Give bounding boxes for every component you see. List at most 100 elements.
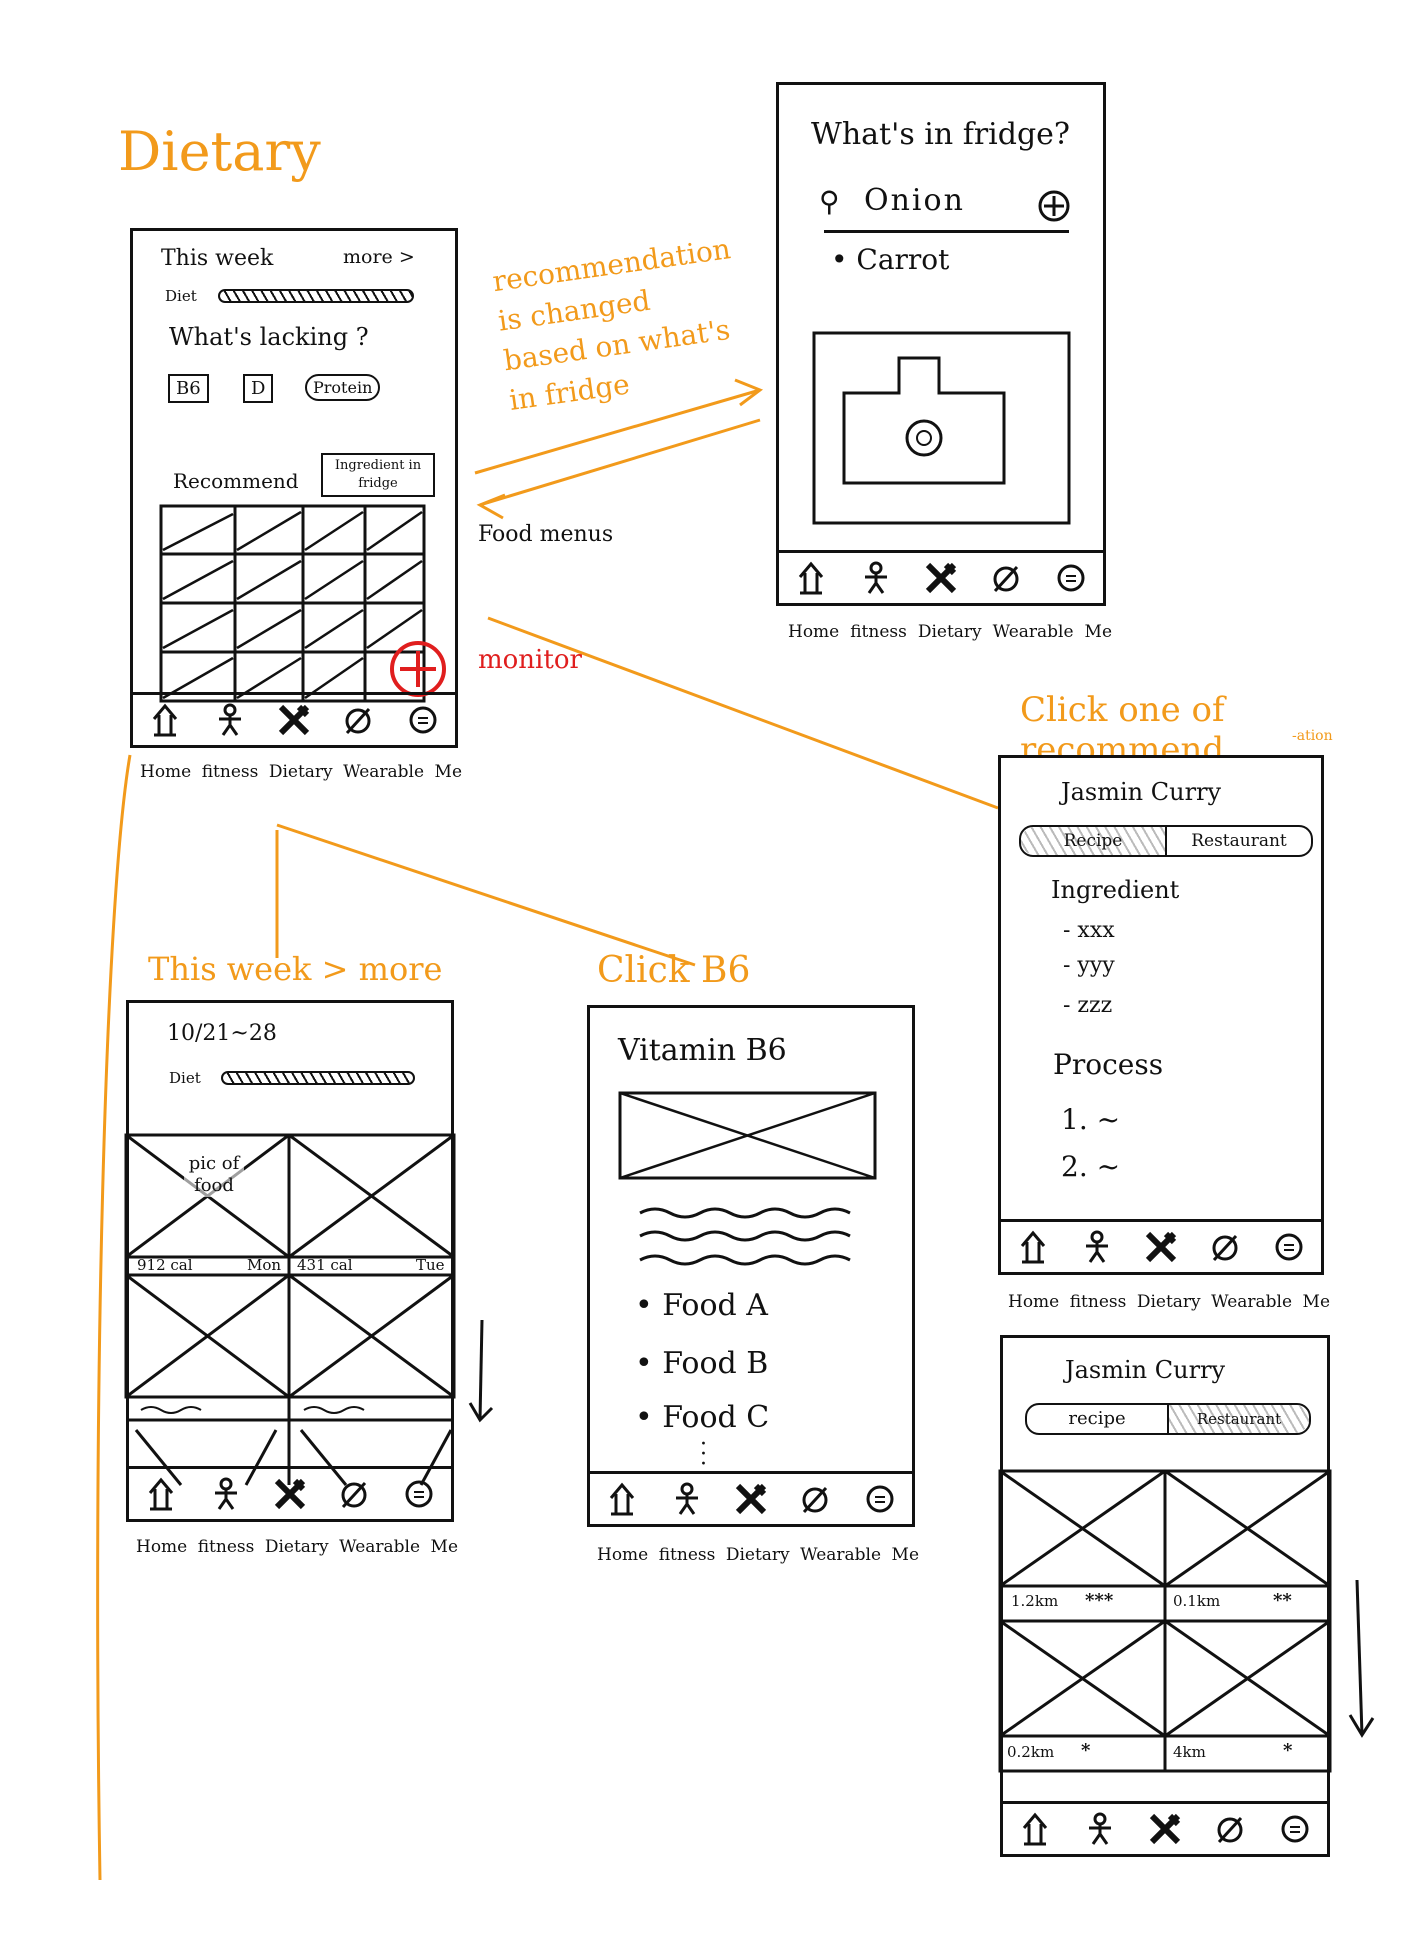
vitamin-image-placeholder xyxy=(618,1091,877,1180)
home-icon[interactable] xyxy=(1012,1227,1054,1267)
nav-labels-main: Home fitness Dietary Wearable Me xyxy=(140,762,462,782)
screen-vitamin-b6: Vitamin B6 • Food A • Food B • Food C · ·… xyxy=(587,1005,915,1527)
fridge-search-input[interactable]: Onion xyxy=(864,183,965,218)
wearable-icon[interactable] xyxy=(1204,1227,1246,1267)
dietary-icon[interactable] xyxy=(730,1479,772,1519)
home-icon[interactable] xyxy=(790,558,832,598)
wearable-icon[interactable] xyxy=(1209,1809,1251,1849)
diet-progress-bar xyxy=(218,289,414,303)
fitness-icon[interactable] xyxy=(666,1479,708,1519)
recommendation-note: recommendation is changed based on what'… xyxy=(490,232,733,417)
wearable-icon[interactable] xyxy=(794,1479,836,1519)
day2-cal: 431 cal xyxy=(297,1256,353,1274)
me-icon[interactable] xyxy=(1274,1809,1316,1849)
diet-label: Diet xyxy=(165,287,197,305)
dietary-icon[interactable] xyxy=(269,1474,311,1514)
nav-label-fitness: fitness xyxy=(201,762,259,782)
diet-progress-bar xyxy=(221,1071,415,1085)
diet-label: Diet xyxy=(169,1069,201,1087)
nutrient-protein-button[interactable]: Protein xyxy=(305,374,381,401)
food-photo-grid[interactable] xyxy=(124,1133,456,1486)
screen-recipe: Jasmin Curry Recipe Restaurant Ingredien… xyxy=(998,755,1324,1275)
restaurant-grid[interactable] xyxy=(998,1469,1332,1773)
tab-recipe[interactable]: recipe xyxy=(1068,1408,1126,1429)
nav-label-home: Home xyxy=(1008,1292,1060,1312)
tab-restaurant[interactable]: Restaurant xyxy=(1165,827,1311,855)
me-icon[interactable] xyxy=(402,700,444,740)
process-step: 2. ~ xyxy=(1061,1150,1121,1183)
home-icon[interactable] xyxy=(144,700,186,740)
tab-recipe[interactable]: Recipe xyxy=(1021,827,1165,855)
food-b-label: Food B xyxy=(662,1346,769,1381)
restaurant-tabs: recipe Restaurant xyxy=(1025,1403,1311,1435)
nutrient-b6-button[interactable]: B6 xyxy=(168,374,209,403)
me-icon[interactable] xyxy=(1050,558,1092,598)
fitness-icon[interactable] xyxy=(209,700,251,740)
nav-label-home: Home xyxy=(788,622,840,642)
fitness-icon[interactable] xyxy=(855,558,897,598)
nav-labels-fridge: Home fitness Dietary Wearable Me xyxy=(788,622,1112,642)
camera-viewfinder[interactable] xyxy=(812,331,1074,533)
fridge-item-carrot: Carrot xyxy=(856,243,950,276)
wearable-icon[interactable] xyxy=(333,1474,375,1514)
restaurant-distance: 4km xyxy=(1173,1743,1206,1761)
nav-labels-week: Home fitness Dietary Wearable Me xyxy=(136,1537,458,1557)
nav-label-home: Home xyxy=(140,762,192,782)
fitness-icon[interactable] xyxy=(205,1474,247,1514)
dietary-icon[interactable] xyxy=(1140,1227,1182,1267)
bottom-nav xyxy=(129,1466,451,1519)
me-icon[interactable] xyxy=(1268,1227,1310,1267)
food-menus-label: Food menus xyxy=(478,522,614,547)
ingredient-in-fridge-button[interactable]: Ingredient in fridge xyxy=(321,453,435,497)
food-list-item[interactable]: • Food A xyxy=(635,1288,768,1323)
bottom-nav xyxy=(133,692,455,745)
fitness-icon[interactable] xyxy=(1076,1227,1118,1267)
add-monitor-icon[interactable] xyxy=(388,639,448,699)
tab-restaurant[interactable]: Restaurant xyxy=(1167,1405,1309,1433)
home-icon[interactable] xyxy=(601,1479,643,1519)
home-icon[interactable] xyxy=(1014,1809,1056,1849)
nav-label-wearable: Wearable xyxy=(1211,1292,1293,1312)
food-list-item[interactable]: • Food C xyxy=(635,1400,770,1435)
nav-label-dietary: Dietary xyxy=(268,762,333,782)
dietary-icon[interactable] xyxy=(920,558,962,598)
day1-name: Mon xyxy=(247,1256,282,1274)
nav-label-wearable: Wearable xyxy=(992,622,1074,642)
ingredient-item: - zzz xyxy=(1063,993,1113,1018)
wearable-icon[interactable] xyxy=(985,558,1027,598)
search-icon: ⚲ xyxy=(819,185,840,218)
this-week-more-label: This week > more xyxy=(148,950,443,988)
nav-label-wearable: Wearable xyxy=(343,762,425,782)
food-list-item[interactable]: • Food B xyxy=(635,1346,769,1381)
restaurant-rating: ** xyxy=(1273,1590,1292,1611)
recipe-title: Jasmin Curry xyxy=(1061,778,1222,806)
recommendation-grid[interactable] xyxy=(159,504,429,706)
restaurant-distance: 1.2km xyxy=(1011,1592,1059,1610)
nav-labels-recipe: Home fitness Dietary Wearable Me xyxy=(1008,1292,1330,1312)
dietary-icon[interactable] xyxy=(1144,1809,1186,1849)
add-ingredient-icon[interactable] xyxy=(1036,188,1072,224)
dietary-icon[interactable] xyxy=(273,700,315,740)
nav-label-fitness: fitness xyxy=(658,1545,716,1565)
home-icon[interactable] xyxy=(140,1474,182,1514)
restaurant-rating: * xyxy=(1081,1740,1091,1761)
nav-label-dietary: Dietary xyxy=(1136,1292,1201,1312)
me-icon[interactable] xyxy=(398,1474,440,1514)
description-text-lines xyxy=(639,1207,851,1266)
more-link[interactable]: more > xyxy=(343,246,415,268)
wearable-icon[interactable] xyxy=(337,700,379,740)
me-icon[interactable] xyxy=(859,1479,901,1519)
screen-fridge: What's in fridge? ⚲ Onion • Carrot xyxy=(776,82,1106,606)
food-c-label: Food C xyxy=(662,1400,770,1435)
whats-lacking-label: What's lacking ? xyxy=(169,323,369,351)
page-title: Dietary xyxy=(118,120,321,183)
nav-label-me: Me xyxy=(891,1545,919,1565)
nutrient-d-button[interactable]: D xyxy=(243,374,274,403)
process-step: 1. ~ xyxy=(1061,1103,1121,1136)
fridge-question: What's in fridge? xyxy=(811,117,1071,152)
nav-label-me: Me xyxy=(430,1537,458,1557)
nav-label-me: Me xyxy=(434,762,462,782)
bottom-nav xyxy=(590,1471,912,1524)
fitness-icon[interactable] xyxy=(1079,1809,1121,1849)
restaurant-rating: * xyxy=(1283,1740,1293,1761)
